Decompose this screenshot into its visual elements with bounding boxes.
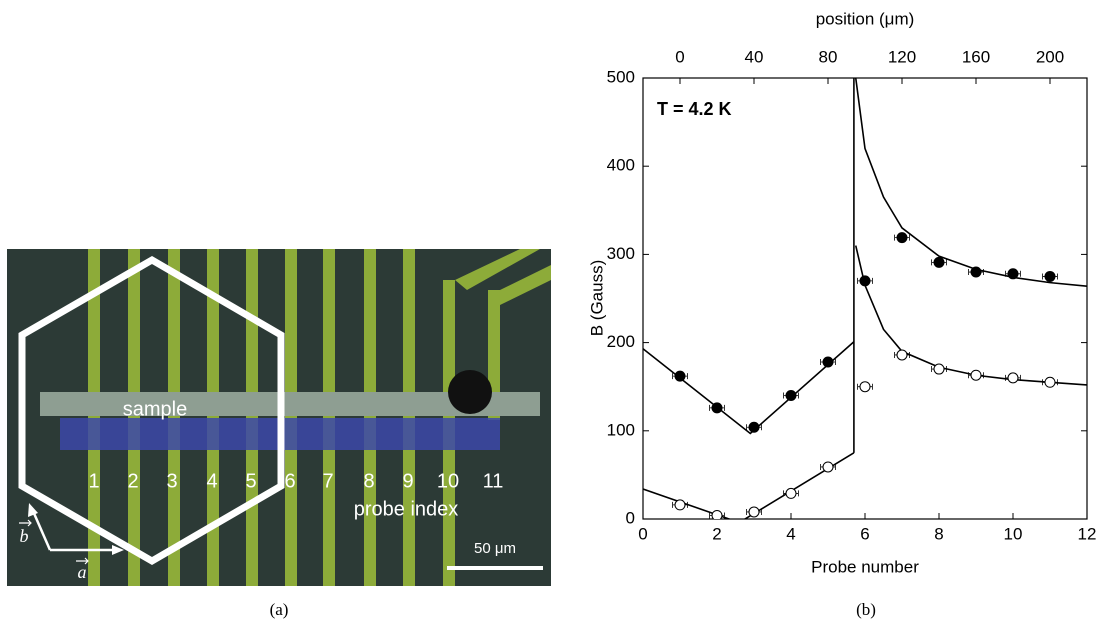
data-point [785,487,797,499]
y-tick-label: 300 [607,244,635,263]
data-point [896,349,908,361]
x2-tick-label: 80 [819,47,838,66]
data-point [1044,270,1056,282]
x2-axis-label: position (μm) [816,9,915,28]
y-axis-label: B (Gauss) [587,260,606,337]
x-tick-label: 6 [860,524,869,543]
arrowhead [112,545,124,555]
data-point [933,256,945,268]
probe-number: 8 [363,470,374,492]
y-tick-label: 100 [607,420,635,439]
dark-spot [448,370,492,414]
x-tick-label: 0 [638,524,647,543]
caption: (a) [270,600,289,619]
fit-line [643,341,855,435]
data-point [822,356,834,368]
data-point [785,390,797,402]
x-tick-label: 2 [712,524,721,543]
data-point [1007,268,1019,280]
data-point [1044,376,1056,388]
x-axis-label: Probe number [811,557,919,576]
probe-number: 9 [402,470,413,492]
caption: (b) [856,600,876,619]
x2-tick-label: 0 [675,47,684,66]
x2-tick-label: 160 [962,47,990,66]
data-point [822,461,834,473]
data-point [748,421,760,433]
data-point [1007,372,1019,384]
vector-a-label: a [78,562,87,582]
probe-number: 7 [322,470,333,492]
x-tick-label: 4 [786,524,795,543]
x-tick-label: 10 [1004,524,1023,543]
x2-tick-label: 40 [745,47,764,66]
data-point [711,402,723,414]
probe-number: 6 [284,470,295,492]
data-point [896,232,908,244]
data-point [933,363,945,375]
data-point [711,509,723,519]
sample-label: sample [123,398,187,420]
probe-number: 5 [245,470,256,492]
y-tick-label: 500 [607,67,635,86]
data-point [674,370,686,382]
probe-index-label: probe index [354,498,459,520]
arrowhead [28,503,38,517]
vector-b-label: b [20,526,29,546]
probe-number: 4 [206,470,217,492]
y-tick-label: 400 [607,156,635,175]
vector-accent [76,557,89,565]
x2-tick-label: 120 [888,47,916,66]
data-point [748,506,760,518]
fit-line [643,452,855,519]
vector-b-arrow [31,510,52,551]
data-point [859,381,871,393]
x2-tick-label: 200 [1036,47,1064,66]
probe-number: 1 [88,470,99,492]
vector-accent [19,519,32,527]
scale-bar-label: 50 μm [474,540,516,557]
data-point [970,266,982,278]
x-tick-label: 8 [934,524,943,543]
probe-number: 2 [127,470,138,492]
y-tick-label: 200 [607,332,635,351]
x-tick-label: 12 [1078,524,1097,543]
micrograph: sample probe index 50 μm a b 1 2 3 4 5 6 7 8 9 10… [7,249,551,586]
y-tick-label: 0 [626,508,635,527]
data-point [674,499,686,511]
probe-number: 3 [166,470,177,492]
fit-line [854,245,1087,386]
annotation: T = 4.2 K [657,99,732,119]
fit-line [854,78,1087,287]
data-point [859,275,871,287]
plot-area [643,78,1087,519]
probe-numbers: 1 2 3 4 5 6 7 8 9 10 11 [88,470,503,492]
hexagon [18,255,285,566]
probe-number: 11 [483,470,504,492]
data-point [970,369,982,381]
probe-number: 10 [437,470,459,492]
